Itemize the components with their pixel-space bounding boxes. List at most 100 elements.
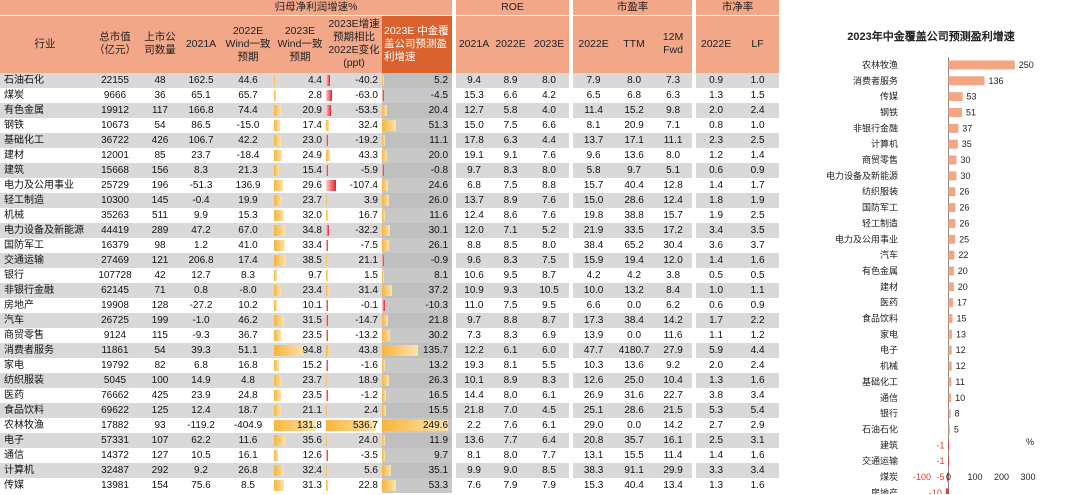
cell-r23: 7.5 <box>529 252 570 268</box>
cell-g23: 31.5 <box>274 312 326 328</box>
cell-r21: 9.9 <box>456 462 493 478</box>
cell-value: 15.5 <box>428 404 449 416</box>
cell-r22: 9.0 <box>492 462 530 478</box>
cell-value: 10.1 <box>302 299 322 311</box>
cell-value: -4.5 <box>430 89 449 101</box>
cell-value: 20.0 <box>428 149 449 161</box>
chart-category-label: 非银行金融 <box>853 122 898 133</box>
data-bar <box>274 149 282 161</box>
cell-pb22: 1.0 <box>696 282 737 298</box>
cell-mcap: 76662 <box>90 387 140 403</box>
data-bar <box>382 269 385 281</box>
cell-chg: 22.8 <box>326 477 382 493</box>
cell-pe22: 20.8 <box>573 432 615 448</box>
cell-g21: 39.3 <box>180 342 222 358</box>
cell-value: -0.8 <box>430 164 449 176</box>
cell-r23: 8.7 <box>529 267 570 283</box>
cell-name: 农林牧渔 <box>0 417 90 433</box>
data-bar <box>382 329 390 341</box>
cell-r22: 8.0 <box>492 447 530 463</box>
chart-bar <box>948 282 954 292</box>
cell-g21: 6.8 <box>180 357 222 373</box>
cell-g22: 41.0 <box>222 237 274 253</box>
cell-cicc: -0.8 <box>382 162 453 178</box>
cell-value: -5.9 <box>360 164 378 176</box>
data-bar <box>326 479 329 491</box>
cell-mcap: 9124 <box>90 327 140 343</box>
cell-g21: 9.9 <box>180 207 222 223</box>
chart-category-label: 电力设备及新能源 <box>826 170 898 181</box>
cell-value: 11.6 <box>429 209 449 221</box>
cell-r23: 7.7 <box>529 447 570 463</box>
cell-ttm: 13.6 <box>614 147 655 163</box>
cell-value: 23.7 <box>302 374 322 386</box>
table-row: 传媒 13981 154 75.6 8.5 31.3 22.8 53.3 7.6 7.9 7.9 15… <box>0 477 780 493</box>
cell-g22: 136.9 <box>222 177 274 193</box>
cell-lf: 1.6 <box>736 372 780 388</box>
data-bar <box>274 479 284 491</box>
chart-category-label: 通信 <box>880 392 898 403</box>
data-bar <box>382 239 389 251</box>
cell-cicc: -4.5 <box>382 87 453 103</box>
cell-g21: 206.8 <box>180 252 222 268</box>
cell-name: 食品饮料 <box>0 402 90 418</box>
chart-category-label: 电子 <box>880 344 898 355</box>
cell-cicc: 5.2 <box>382 72 453 88</box>
cell-n: 100 <box>140 372 180 388</box>
cell-pe22: 15.9 <box>573 252 615 268</box>
cell-value: 2.8 <box>308 89 322 101</box>
chart-value-label: 250 <box>1019 60 1034 70</box>
cell-value: 24.0 <box>358 434 378 446</box>
cell-value: 23.7 <box>302 194 322 206</box>
cell-pe22: 10.0 <box>573 282 615 298</box>
cell-pe22: 19.8 <box>573 207 615 223</box>
cell-value: -0.9 <box>430 254 449 266</box>
cell-value: 24.9 <box>302 149 322 161</box>
cell-mcap: 13981 <box>90 477 140 493</box>
table-row: 电力设备及新能源 44419 289 47.2 67.0 34.8 -32.2 30.1 12.… <box>0 222 780 238</box>
cell-value: 23.0 <box>302 134 322 146</box>
data-bar <box>274 404 281 416</box>
chart-tick-label: 200 <box>994 472 1009 482</box>
cell-value: 12.6 <box>302 449 322 461</box>
cell-r23: 8.3 <box>529 372 570 388</box>
data-bar <box>326 209 328 221</box>
cell-name: 钢铁 <box>0 117 90 133</box>
data-bar <box>274 449 278 461</box>
cell-lf: 1.4 <box>736 147 780 163</box>
cell-n: 199 <box>140 312 180 328</box>
chart-category-label: 汽车 <box>880 249 898 260</box>
cell-g23: 12.6 <box>274 447 326 463</box>
data-bar <box>382 224 390 236</box>
cell-g23: 24.9 <box>274 147 326 163</box>
cell-r23: 6.9 <box>529 327 570 343</box>
cell-name: 建筑 <box>0 162 90 178</box>
cell-r23: 4.4 <box>529 132 570 148</box>
cell-r21: 12.0 <box>456 222 493 238</box>
col-industry: 行业 <box>0 15 90 73</box>
cell-g22: 11.6 <box>222 432 274 448</box>
cell-chg: -7.5 <box>326 237 382 253</box>
cell-ttm: 4180.7 <box>614 342 655 358</box>
cell-r22: 7.0 <box>492 402 530 418</box>
cell-pe22: 15.3 <box>573 477 615 493</box>
cicc-growth-chart: 2023年中金覆盖公司预测盈利增速 农林牧渔 250 消费者服务 136 传媒 53 钢铁 5… <box>786 18 1076 494</box>
chart-category-label: 消费者服务 <box>853 75 898 86</box>
cell-ttm: 25.0 <box>614 372 655 388</box>
data-bar <box>382 464 392 476</box>
cell-mcap: 5045 <box>90 372 140 388</box>
data-bar <box>274 299 278 311</box>
chart-bar <box>948 107 963 117</box>
cell-name: 机械 <box>0 207 90 223</box>
data-bar <box>326 254 328 266</box>
cell-ttm: 38.4 <box>614 312 655 328</box>
cell-g23: 32.0 <box>274 207 326 223</box>
cell-fwd: 14.2 <box>654 417 693 433</box>
cell-fwd: 27.9 <box>654 342 693 358</box>
col-count: 上市公司数量 <box>140 15 180 73</box>
cell-value: -40.2 <box>355 74 378 86</box>
cell-r22: 8.3 <box>492 327 530 343</box>
cell-pe22: 12.6 <box>573 372 615 388</box>
cell-pb22: 1.7 <box>696 312 737 328</box>
cell-fwd: 9.8 <box>654 102 693 118</box>
